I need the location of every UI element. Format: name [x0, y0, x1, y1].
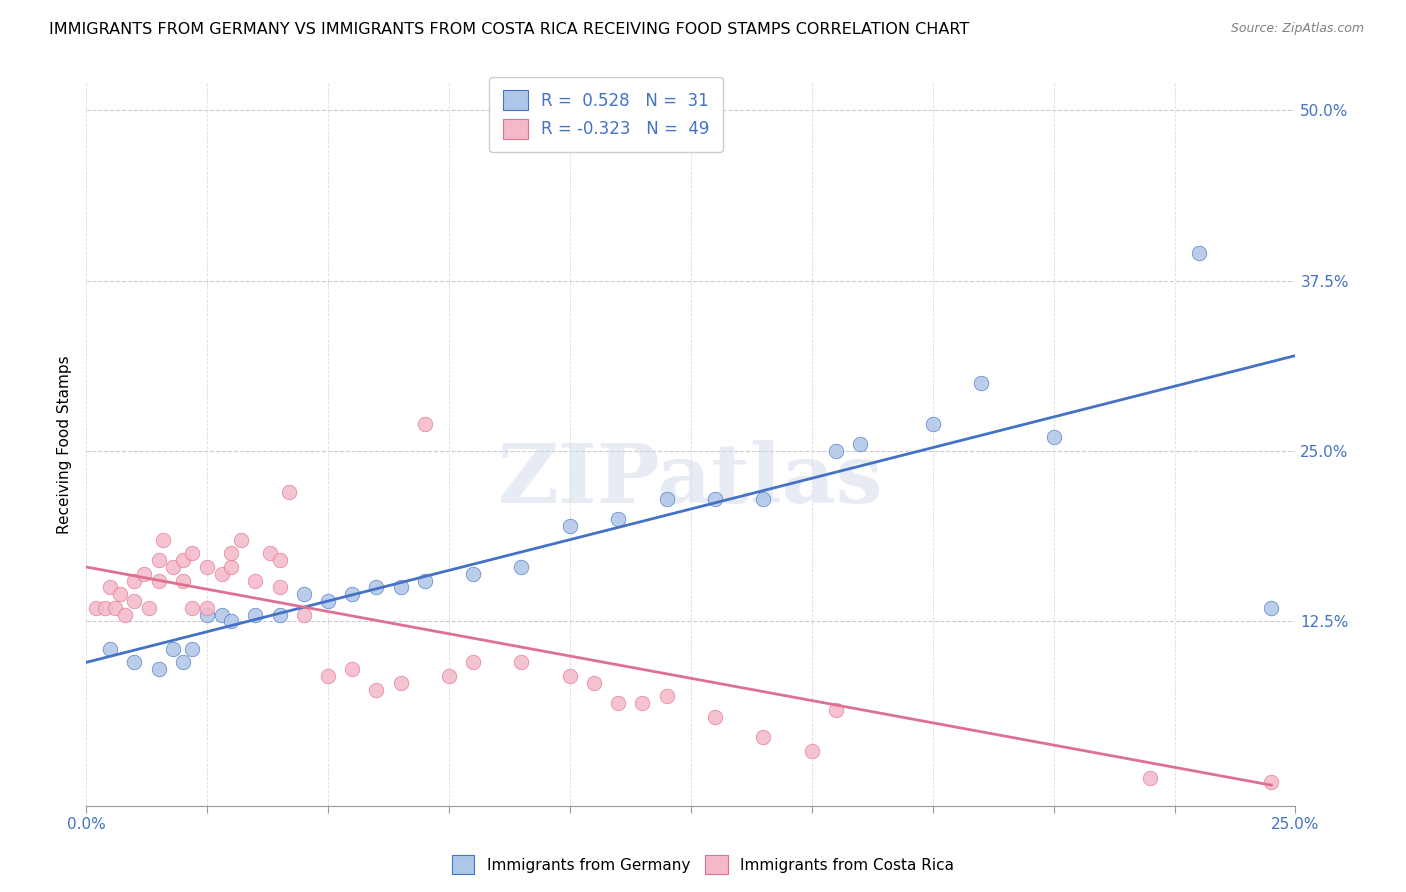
Point — [84, 600, 107, 615]
Point — [461, 656, 484, 670]
Point — [1139, 772, 1161, 786]
Point — [124, 574, 146, 588]
Text: ZIPatlas: ZIPatlas — [498, 441, 883, 520]
Point — [292, 607, 315, 622]
Legend: R =  0.528   N =  31, R = -0.323   N =  49: R = 0.528 N = 31, R = -0.323 N = 49 — [489, 77, 723, 153]
Point — [1188, 246, 1211, 260]
Point — [752, 491, 775, 506]
Point — [316, 669, 339, 683]
Point — [631, 696, 654, 710]
Point — [219, 560, 242, 574]
Point — [162, 560, 184, 574]
Point — [211, 607, 233, 622]
Point — [655, 690, 678, 704]
Point — [558, 669, 581, 683]
Point — [970, 376, 993, 390]
Point — [148, 574, 170, 588]
Point — [172, 656, 194, 670]
Point — [607, 512, 630, 526]
Point — [278, 485, 301, 500]
Point — [413, 574, 436, 588]
Point — [413, 417, 436, 431]
Point — [461, 566, 484, 581]
Point — [98, 641, 121, 656]
Text: Source: ZipAtlas.com: Source: ZipAtlas.com — [1230, 22, 1364, 36]
Point — [152, 533, 174, 547]
Point — [849, 437, 872, 451]
Point — [108, 587, 131, 601]
Point — [366, 682, 388, 697]
Point — [437, 669, 460, 683]
Point — [366, 581, 388, 595]
Point — [340, 587, 363, 601]
Point — [582, 676, 605, 690]
Point — [389, 581, 412, 595]
Point — [181, 641, 204, 656]
Point — [114, 607, 136, 622]
Point — [245, 607, 267, 622]
Point — [195, 600, 218, 615]
Point — [98, 581, 121, 595]
Point — [800, 744, 823, 758]
Point — [752, 731, 775, 745]
Point — [134, 566, 156, 581]
Point — [104, 600, 127, 615]
Point — [181, 546, 204, 560]
Point — [245, 574, 267, 588]
Point — [1042, 430, 1064, 444]
Point — [825, 703, 848, 717]
Point — [510, 560, 533, 574]
Point — [148, 553, 170, 567]
Point — [94, 600, 117, 615]
Point — [211, 566, 233, 581]
Point — [921, 417, 943, 431]
Point — [340, 662, 363, 676]
Point — [292, 587, 315, 601]
Point — [704, 710, 727, 724]
Point — [219, 546, 242, 560]
Point — [558, 519, 581, 533]
Point — [269, 607, 291, 622]
Point — [195, 607, 218, 622]
Point — [124, 594, 146, 608]
Point — [269, 581, 291, 595]
Point — [162, 641, 184, 656]
Point — [181, 600, 204, 615]
Point — [195, 560, 218, 574]
Point — [510, 656, 533, 670]
Point — [138, 600, 160, 615]
Legend: Immigrants from Germany, Immigrants from Costa Rica: Immigrants from Germany, Immigrants from… — [446, 849, 960, 880]
Y-axis label: Receiving Food Stamps: Receiving Food Stamps — [58, 355, 72, 533]
Point — [825, 444, 848, 458]
Point — [655, 491, 678, 506]
Point — [607, 696, 630, 710]
Point — [704, 491, 727, 506]
Point — [1260, 775, 1282, 789]
Point — [219, 615, 242, 629]
Point — [269, 553, 291, 567]
Point — [148, 662, 170, 676]
Point — [172, 574, 194, 588]
Point — [124, 656, 146, 670]
Point — [172, 553, 194, 567]
Point — [259, 546, 281, 560]
Text: IMMIGRANTS FROM GERMANY VS IMMIGRANTS FROM COSTA RICA RECEIVING FOOD STAMPS CORR: IMMIGRANTS FROM GERMANY VS IMMIGRANTS FR… — [49, 22, 970, 37]
Point — [389, 676, 412, 690]
Point — [229, 533, 252, 547]
Point — [316, 594, 339, 608]
Point — [1260, 600, 1282, 615]
